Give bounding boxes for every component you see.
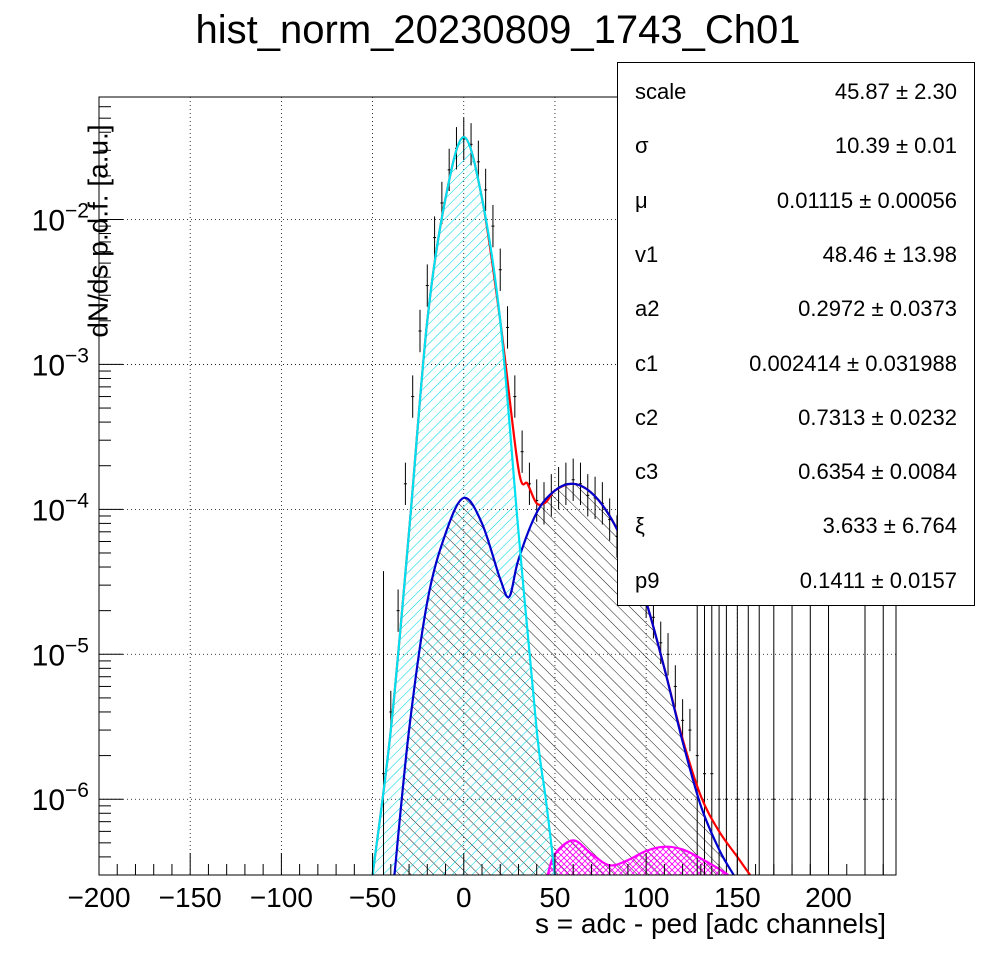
parameter-value: 48.46 ± 13.98 (822, 241, 957, 267)
x-tick-label: −50 (349, 882, 397, 913)
fit-parameter-row: scale 45.87 ± 2.30 (618, 79, 974, 109)
pedestal-hatched-area (372, 137, 555, 875)
parameter-name: p9 (635, 567, 660, 593)
secondary-curve (546, 839, 729, 875)
fit-parameter-row: μ 0.01115 ± 0.00056 (618, 188, 974, 218)
y-tick-label: 10−6 (32, 779, 89, 817)
x-axis-label: s = adc - ped [adc channels] (535, 908, 886, 939)
fit-parameter-row: ξ 3.633 ± 6.764 (618, 513, 974, 543)
signal-curve (393, 482, 735, 875)
pedestal-curve (371, 136, 557, 875)
parameter-value: 0.2972 ± 0.0373 (798, 296, 957, 322)
chart-title: hist_norm_20230809_1743_Ch01 (195, 8, 801, 52)
fit-parameter-row: c1 0.002414 ± 0.031988 (618, 351, 974, 381)
parameter-name: a2 (635, 296, 660, 322)
fit-parameters-box: scale 45.87 ± 2.30 σ 10.39 ± 0.01 μ 0.01115 ±… (617, 62, 975, 606)
y-tick-label: 10−3 (32, 344, 89, 382)
x-tick-label: −200 (67, 882, 130, 913)
parameter-value: 0.6354 ± 0.0084 (798, 459, 957, 485)
x-tick-label: −100 (250, 882, 313, 913)
fit-parameter-row: v1 48.46 ± 13.98 (618, 242, 974, 272)
parameter-name: σ (635, 133, 649, 159)
parameter-name: scale (635, 79, 687, 104)
y-tick-label: 10−4 (32, 489, 90, 527)
fit-parameter-row: a2 0.2972 ± 0.0373 (618, 296, 974, 326)
parameter-value: 45.87 ± 2.30 (834, 79, 957, 104)
x-tick-label: −150 (159, 882, 222, 913)
fit-parameter-row: p9 0.1411 ± 0.0157 (618, 568, 974, 598)
x-tick-label: 100 (623, 882, 670, 913)
fit-parameter-row: σ 10.39 ± 0.01 (618, 133, 974, 163)
parameter-name: μ (635, 187, 648, 213)
parameter-name: c3 (635, 459, 659, 485)
fit-parameter-row: c2 0.7313 ± 0.0232 (618, 405, 974, 435)
x-tick-label: 50 (539, 882, 570, 913)
parameter-value: 3.633 ± 6.764 (822, 513, 957, 539)
parameter-value: 0.1411 ± 0.0157 (799, 567, 957, 593)
x-tick-label: 200 (805, 882, 852, 913)
x-tick-label: 150 (714, 882, 761, 913)
y-tick-label: 10−5 (32, 634, 89, 672)
parameter-name: c1 (635, 350, 659, 376)
parameter-name: ξ (635, 513, 645, 539)
x-tick-label: 0 (456, 882, 472, 913)
y-axis-label: dN/ds p.d.f. [a.u.] (82, 124, 114, 338)
fit-parameter-row: c3 0.6354 ± 0.0084 (618, 459, 974, 489)
parameter-value: 0.002414 ± 0.031988 (749, 350, 957, 376)
parameter-value: 0.01115 ± 0.00056 (776, 187, 957, 213)
parameter-value: 0.7313 ± 0.0232 (798, 404, 957, 430)
parameter-name: v1 (635, 241, 659, 267)
y-tick-label: 10−2 (32, 199, 89, 237)
parameter-name: c2 (635, 404, 659, 430)
parameter-value: 10.39 ± 0.01 (834, 133, 957, 159)
